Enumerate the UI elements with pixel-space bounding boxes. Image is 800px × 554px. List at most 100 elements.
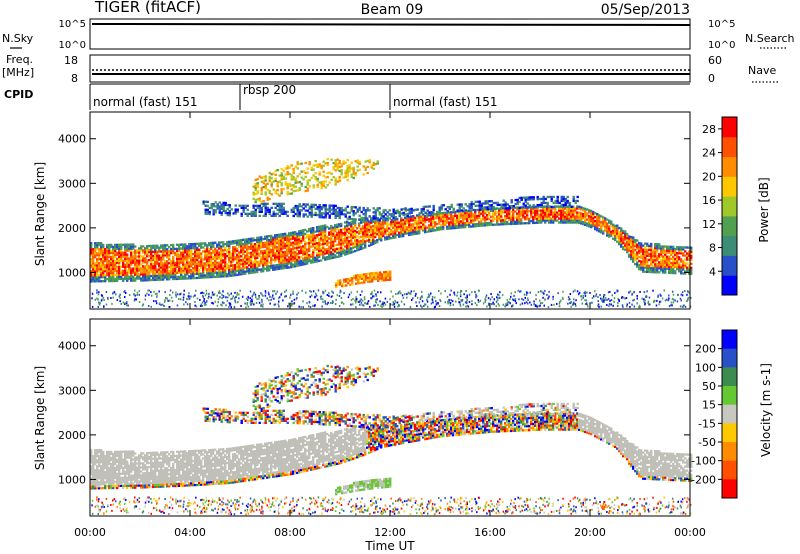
power-cell <box>344 225 347 228</box>
power-cell <box>382 222 385 226</box>
power-cell <box>304 236 307 240</box>
power-cell <box>90 260 93 263</box>
power-cell <box>308 256 311 259</box>
power-cell <box>328 216 331 219</box>
power-cell <box>198 252 201 255</box>
power-cell <box>278 255 281 258</box>
power-cell <box>632 236 635 239</box>
power-cell <box>128 261 131 264</box>
power-cell <box>360 221 363 224</box>
power-cell <box>100 242 103 245</box>
power-cell <box>302 249 305 252</box>
power-cell <box>256 250 259 254</box>
power-cell <box>408 231 411 235</box>
power-cell <box>250 247 253 250</box>
power-cell <box>100 252 103 255</box>
power-cell <box>134 253 137 256</box>
power-cell <box>442 221 445 225</box>
power-cell <box>480 218 483 221</box>
power-cell <box>264 249 267 252</box>
power-cell <box>346 248 349 251</box>
power-cell <box>168 276 171 279</box>
freq-tick-top: 18 <box>64 54 78 67</box>
power-cell <box>386 300 389 303</box>
power-cell <box>344 249 347 252</box>
power-cell <box>266 206 269 209</box>
power-cell <box>186 245 189 248</box>
power-cell <box>126 277 129 280</box>
power-cell <box>98 248 101 251</box>
power-cell <box>410 227 413 230</box>
power-cell <box>248 257 251 261</box>
power-cell <box>374 241 377 245</box>
power-cell <box>354 229 357 233</box>
power-cell <box>268 235 271 238</box>
power-cell <box>318 204 321 207</box>
power-cell <box>432 208 435 212</box>
power-cell <box>312 241 315 244</box>
power-cell <box>334 254 337 257</box>
power-cell <box>326 247 329 251</box>
power-cell <box>224 265 227 268</box>
power-cell <box>206 262 209 265</box>
power-cell <box>306 252 309 255</box>
power-cell <box>150 268 153 272</box>
power-cell <box>280 251 283 254</box>
power-cell <box>134 251 137 254</box>
power-cell <box>366 231 369 234</box>
power-cell <box>390 233 393 236</box>
power-cell <box>230 268 233 271</box>
power-cell <box>350 243 353 246</box>
power-cell <box>312 243 315 246</box>
power-cell <box>524 296 526 299</box>
power-cell <box>244 258 247 261</box>
power-cell <box>438 226 441 229</box>
power-cell <box>246 246 249 249</box>
power-cell <box>284 260 287 264</box>
power-cell <box>128 245 131 248</box>
power-cell <box>142 259 145 262</box>
power-cell <box>280 261 283 264</box>
power-cell <box>308 233 311 237</box>
power-cell <box>234 297 236 300</box>
power-cell <box>128 269 131 272</box>
power-cell <box>260 208 263 211</box>
power-cell <box>238 259 241 262</box>
power-cell <box>472 225 475 228</box>
power-cell <box>180 269 183 272</box>
power-cell <box>300 255 303 258</box>
power-cell <box>302 178 305 181</box>
power-cell <box>494 217 497 220</box>
power-cell <box>216 255 219 258</box>
power-cell <box>479 299 482 302</box>
power-cell <box>304 242 307 246</box>
power-cell <box>156 252 159 255</box>
power-cell <box>280 247 283 250</box>
power-cell <box>292 255 295 258</box>
power-cell <box>344 209 347 212</box>
power-cell <box>294 239 297 242</box>
power-cell <box>132 245 135 248</box>
power-cell <box>302 235 305 238</box>
power-cell <box>152 274 155 278</box>
power-cell <box>286 236 289 239</box>
power-cell <box>574 201 577 205</box>
power-cell <box>102 274 105 277</box>
power-cell <box>260 268 263 271</box>
power-cell <box>351 279 354 282</box>
power-cell <box>375 298 377 301</box>
power-cell <box>124 247 127 250</box>
power-cell <box>180 275 183 278</box>
power-cell <box>410 225 413 228</box>
power-cell <box>90 274 93 277</box>
power-cell <box>238 239 241 242</box>
power-cell <box>316 246 319 249</box>
power-cell <box>256 178 259 181</box>
power-cell <box>272 264 275 267</box>
power-cell <box>186 277 189 280</box>
power-cell <box>332 244 335 247</box>
power-cell <box>376 160 379 163</box>
power-cell <box>484 218 487 221</box>
power-cell <box>108 245 111 249</box>
power-cell <box>116 247 119 250</box>
